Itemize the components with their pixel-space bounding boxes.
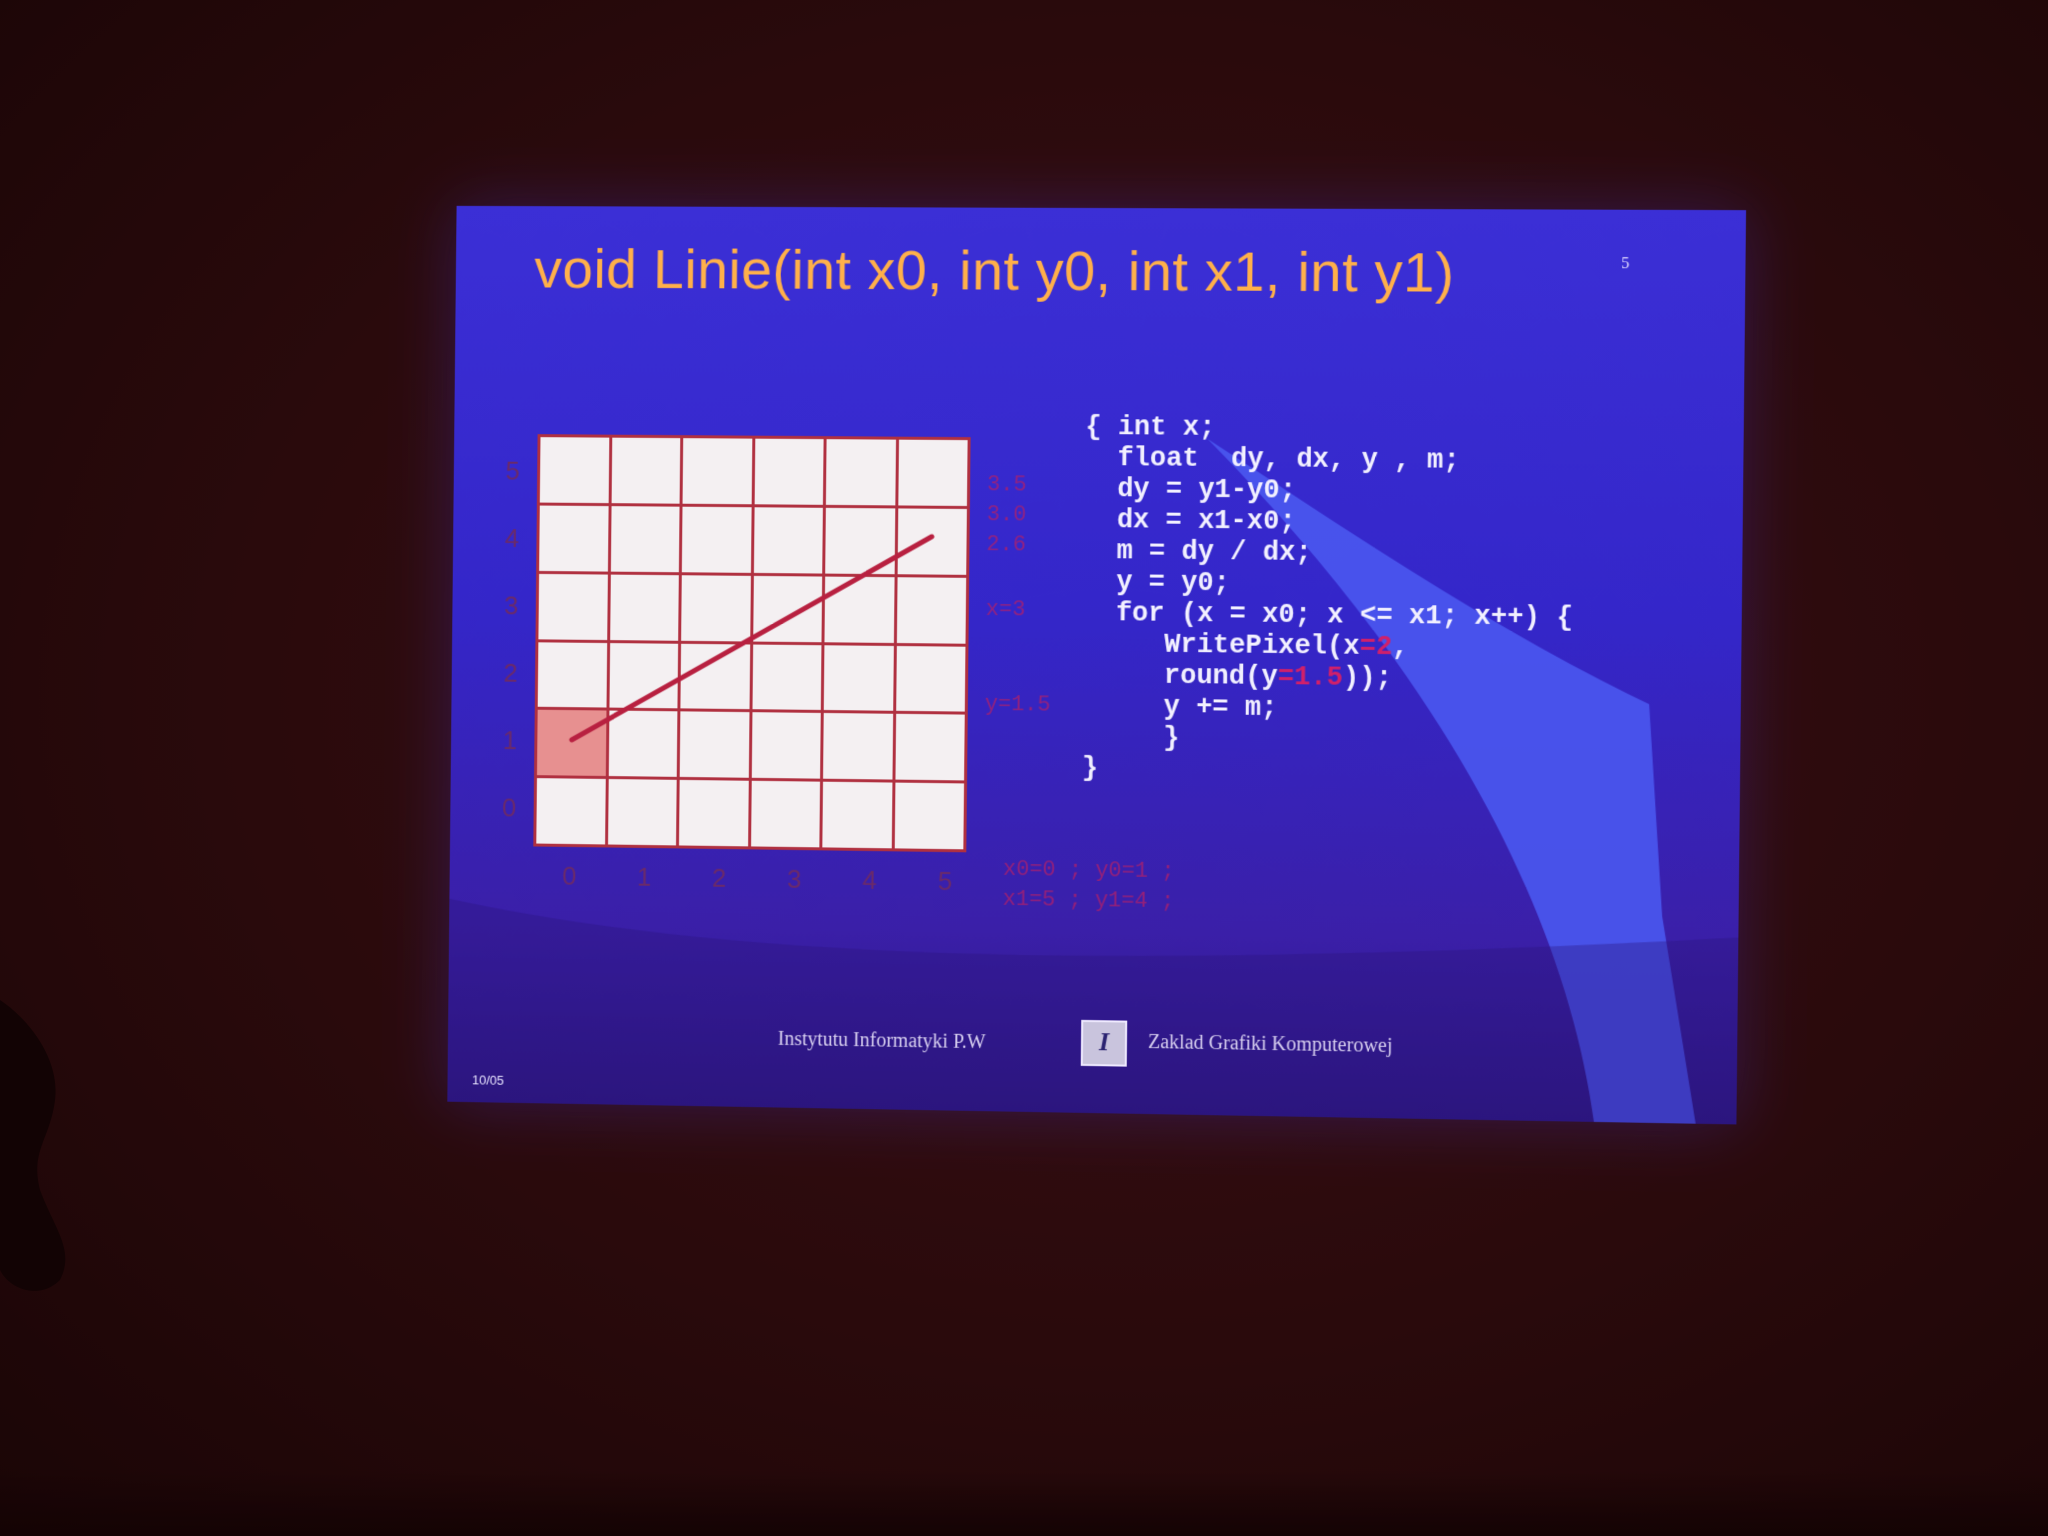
side-note: x=3 <box>986 597 1026 622</box>
x-axis-label: 5 <box>930 866 960 897</box>
grid-cell <box>896 577 966 643</box>
coords-start: x0=0 ; y0=1 ; <box>1003 857 1175 884</box>
side-note: y=1.5 <box>985 692 1051 718</box>
projected-slide: void Linie(int x0, int y0, int x1, int y… <box>447 206 1746 1125</box>
side-note: 3.5 <box>987 472 1027 497</box>
code-line: dy = y1-y0; <box>1085 475 1296 507</box>
grid-cell <box>822 782 892 848</box>
y-axis-label: 3 <box>496 590 526 621</box>
code-line: } <box>1082 754 1099 784</box>
grid-cell <box>539 505 608 571</box>
grid-cell <box>823 713 893 779</box>
grid-cell <box>680 643 749 709</box>
code-line: round(y <box>1083 661 1278 693</box>
footer-department: Zaklad Grafiki Komputerowej <box>1148 1031 1393 1058</box>
code-line: dx = x1-x0; <box>1084 506 1295 538</box>
grid-cell <box>895 714 965 780</box>
x-axis-label: 2 <box>704 863 734 894</box>
code-block: { int x; float dy, dx, y , m; dy = y1-y0… <box>1082 413 1575 791</box>
grid-cell <box>608 711 677 777</box>
grid-cell <box>679 780 748 846</box>
grid-cell <box>825 508 895 574</box>
grid-cell <box>898 440 968 506</box>
code-line: { int x; <box>1085 413 1215 444</box>
code-line: , <box>1392 633 1409 663</box>
code-line: y = y0; <box>1084 568 1230 599</box>
grid-cell <box>609 643 678 709</box>
grid-cell <box>894 783 964 850</box>
code-line: y += m; <box>1082 692 1277 724</box>
grid-cell <box>680 712 749 778</box>
grid-cell <box>540 437 609 503</box>
grid-cell <box>753 507 822 573</box>
code-line: WritePixel(x <box>1083 630 1360 663</box>
grid-cell <box>611 438 680 504</box>
grid-cell <box>681 575 750 641</box>
side-note: 3.0 <box>987 502 1027 527</box>
room-shadow <box>0 1470 2048 1536</box>
grid-cell <box>754 439 823 505</box>
y-axis-label: 0 <box>494 792 524 823</box>
code-line: } <box>1082 723 1180 754</box>
y-axis-label: 4 <box>497 523 527 554</box>
footer-institute: Instytutu Informatyki P.W <box>778 1028 986 1054</box>
grid-cell <box>683 438 752 504</box>
side-note: 2.6 <box>986 532 1026 557</box>
grid-cell <box>896 646 966 712</box>
y-axis-label: 1 <box>495 725 525 756</box>
grid-cell <box>751 712 820 778</box>
code-line: for (x = x0; x <= x1; x++) { <box>1083 599 1573 634</box>
grid-cell <box>897 508 967 574</box>
grid-cell <box>538 574 607 640</box>
code-annotation: =1.5 <box>1278 663 1344 694</box>
grid-cell <box>682 507 751 573</box>
pixel-grid <box>533 434 970 852</box>
y-axis-label: 5 <box>498 456 528 487</box>
x-axis-label: 4 <box>855 865 885 896</box>
code-line: )); <box>1343 664 1392 695</box>
grid-cell <box>538 642 607 708</box>
grid-cell <box>751 781 820 847</box>
code-line: m = dy / dx; <box>1084 537 1312 569</box>
institute-logo: I <box>1081 1020 1127 1067</box>
x-axis-label: 3 <box>779 864 809 895</box>
grid-cell <box>752 644 821 710</box>
audience-hand-silhouette <box>0 1000 80 1300</box>
code-line: float dy, dx, y , m; <box>1085 444 1460 477</box>
grid-cell <box>536 778 605 844</box>
page-mark: 5 <box>1621 255 1629 273</box>
grid-cell <box>824 576 894 642</box>
grid-cell <box>753 576 822 642</box>
slide-title: void Linie(int x0, int y0, int x1, int y… <box>534 236 1455 305</box>
slide-number: 10/05 <box>472 1072 504 1087</box>
lit-pixel <box>537 710 606 776</box>
y-axis-label: 2 <box>496 658 526 689</box>
coords-end: x1=5 ; y1=4 ; <box>1003 887 1175 914</box>
grid-cell <box>610 574 679 640</box>
x-axis-label: 0 <box>554 861 584 892</box>
grid-cell <box>608 779 677 845</box>
x-axis-label: 1 <box>629 862 659 893</box>
grid-cell <box>824 645 894 711</box>
grid-cell <box>826 439 896 505</box>
grid-cell <box>610 506 679 572</box>
code-annotation: =2 <box>1359 633 1392 663</box>
